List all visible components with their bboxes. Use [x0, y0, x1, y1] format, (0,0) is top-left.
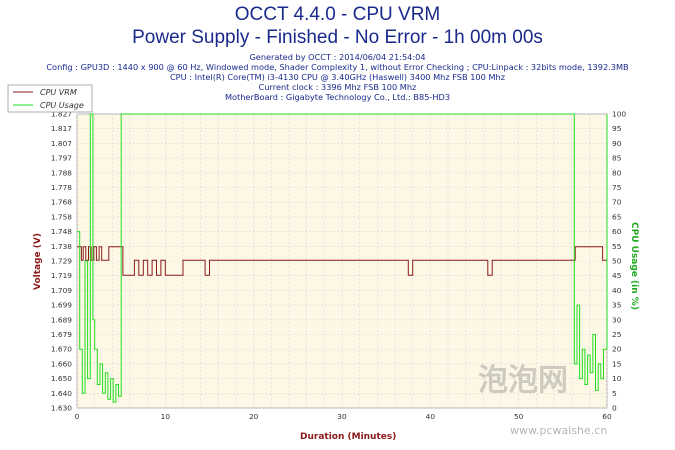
- series-line-cpu-vrm: [77, 246, 608, 276]
- info-line-clock: Current clock : 3396 Mhz FSB 100 Mhz: [258, 82, 417, 92]
- x-tick-label: 0: [75, 412, 80, 421]
- y-tick-label: 1.640: [51, 389, 72, 398]
- y2-tick-label: 0: [612, 404, 617, 413]
- y2-tick-label: 10: [612, 374, 622, 383]
- y-tick-label: 1.709: [51, 286, 72, 295]
- x-tick-label: 50: [514, 412, 524, 421]
- y-tick-label: 1.630: [51, 404, 72, 413]
- y2-tick-label: 25: [612, 330, 622, 339]
- x-axis-label: Duration (Minutes): [300, 432, 396, 442]
- x-tick-label: 60: [602, 412, 612, 421]
- y-tick-label: 1.758: [51, 212, 72, 221]
- y-tick-label: 1.729: [51, 257, 72, 266]
- info-line-config: Config : GPU3D : 1440 x 900 @ 60 Hz, Win…: [46, 62, 629, 72]
- info-line-motherboard: MotherBoard : Gigabyte Technology Co., L…: [224, 92, 451, 102]
- x-tick-label: 40: [426, 412, 436, 421]
- legend-box: [7, 84, 93, 113]
- chart-title: OCCT 4.4.0 - CPU VRM: [234, 4, 441, 25]
- y2-tick-label: 75: [612, 183, 622, 192]
- y-axis-right-label: CPU Usage (in %): [629, 222, 639, 310]
- y-tick-label: 1.797: [51, 154, 72, 163]
- y2-tick-label: 35: [612, 301, 622, 310]
- y-tick-label: 1.827: [51, 110, 72, 119]
- y-tick-label: 1.748: [51, 227, 72, 236]
- y2-tick-label: 30: [612, 315, 622, 324]
- watermark-logo: 泡泡网: [478, 363, 568, 398]
- y2-tick-label: 70: [612, 198, 622, 207]
- y-tick-label: 1.699: [51, 301, 72, 310]
- grid: [76, 113, 608, 409]
- y2-tick-label: 55: [612, 242, 622, 251]
- y2-tick-label: 65: [612, 212, 622, 221]
- y2-tick-label: 60: [612, 227, 622, 236]
- y-tick-label: 1.768: [51, 198, 72, 207]
- x-axis-ticks: 0 10 20 30 40 50 60: [75, 412, 612, 421]
- y2-tick-label: 100: [612, 110, 626, 119]
- legend-label-vrm: CPU VRM: [40, 88, 77, 97]
- y-tick-label: 1.660: [51, 359, 72, 368]
- y-tick-label: 1.689: [51, 315, 72, 324]
- info-line-generated: Generated by OCCT : 2014/06/04 21:54:04: [249, 52, 426, 62]
- y-tick-label: 1.719: [51, 271, 72, 280]
- x-tick-label: 10: [161, 412, 171, 421]
- y-axis-left-ticks: 1.630 1.640 1.650 1.660 1.670 1.679 1.689 1.699…: [51, 110, 72, 413]
- chart-subtitle: Power Supply - Finished - No Error - 1h …: [132, 27, 543, 48]
- y2-tick-label: 5: [612, 389, 617, 398]
- x-tick-label: 20: [249, 412, 259, 421]
- y-tick-label: 1.738: [51, 242, 72, 251]
- y2-tick-label: 20: [612, 345, 622, 354]
- y-tick-label: 1.679: [51, 330, 72, 339]
- y-tick-label: 1.817: [51, 124, 72, 133]
- watermark-url: www.pcwalshe.cn: [510, 424, 608, 437]
- y-tick-label: 1.788: [51, 168, 72, 177]
- y-axis-left-label: Voltage (V): [33, 233, 43, 290]
- y2-tick-label: 40: [612, 286, 622, 295]
- info-line-cpu: CPU : Intel(R) Core(TM) i3-4130 CPU @ 3.…: [169, 72, 506, 82]
- x-tick-label: 30: [337, 412, 347, 421]
- y-tick-label: 1.778: [51, 183, 72, 192]
- series-line-cpu-usage: [77, 113, 608, 403]
- y2-tick-label: 50: [612, 257, 622, 266]
- y2-tick-label: 95: [612, 124, 622, 133]
- series-layer: [77, 113, 608, 403]
- y2-tick-label: 90: [612, 139, 622, 148]
- legend: CPU VRM CPU Usage: [7, 84, 93, 113]
- y-tick-label: 1.670: [51, 345, 72, 354]
- y2-tick-label: 80: [612, 168, 622, 177]
- y2-tick-label: 45: [612, 271, 622, 280]
- y-tick-label: 1.807: [51, 139, 72, 148]
- legend-label-usage: CPU Usage: [40, 101, 84, 110]
- y-axis-right-ticks: 0 5 10 15 20 25 30 35 40 45 50 55 60 65 70 75 80 85 90 95 10…: [612, 110, 626, 413]
- y-tick-label: 1.650: [51, 374, 72, 383]
- y2-tick-label: 15: [612, 359, 622, 368]
- y2-tick-label: 85: [612, 154, 622, 163]
